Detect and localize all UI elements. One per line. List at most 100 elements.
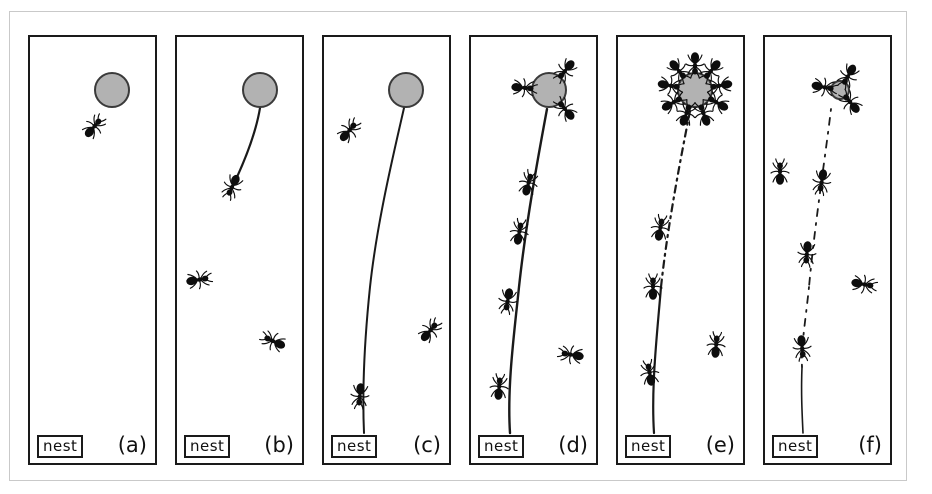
ant (685, 52, 705, 79)
ant (552, 95, 578, 122)
ant (81, 113, 107, 140)
nest-box: nest (331, 434, 378, 458)
pheromone-trail (362, 107, 405, 434)
ant (556, 345, 584, 365)
nest-text: nest (43, 436, 78, 455)
ant-legs-icon (797, 242, 817, 268)
panel-scene (640, 52, 733, 435)
ant (350, 383, 370, 410)
ant-legs-icon (350, 384, 370, 410)
ant (489, 373, 509, 400)
ant (336, 117, 362, 144)
figure-frame: nest (a) nest (b) nest (c) nest (d) nest… (9, 11, 907, 481)
ant (702, 91, 730, 115)
food-source (242, 72, 278, 108)
ant-legs-icon (838, 89, 863, 115)
ant (660, 91, 688, 115)
panel-letter: (a) (117, 433, 147, 457)
ant (509, 217, 529, 245)
ant-legs-icon (675, 99, 697, 126)
panel-c: nest (c) (322, 35, 451, 465)
food-source (94, 72, 130, 108)
ant (650, 213, 670, 241)
panel-letter: (e) (705, 433, 735, 457)
ant-legs-icon (685, 54, 705, 79)
ant-legs-icon (509, 217, 529, 244)
ant-legs-icon (259, 330, 286, 353)
ant-legs-icon (812, 77, 839, 97)
ant (797, 241, 817, 268)
ant-legs-icon (698, 58, 724, 85)
panel-letter: (c) (413, 433, 441, 457)
ant (811, 77, 839, 97)
ant-legs-icon (650, 213, 670, 240)
panel-scene (336, 72, 443, 434)
ant (838, 89, 863, 115)
ant (518, 168, 539, 196)
pheromone-trail (808, 108, 832, 288)
ant (259, 330, 286, 353)
ant (417, 317, 443, 344)
ant (770, 158, 790, 185)
ant-legs-icon (705, 76, 732, 95)
nest-box: nest (625, 434, 672, 458)
ant-legs-icon (693, 99, 715, 126)
pheromone-trail (800, 366, 804, 434)
ant-legs-icon (660, 91, 688, 115)
pheromone-trail (652, 285, 663, 435)
ant-legs-icon (489, 373, 509, 399)
ant-legs-icon (512, 78, 538, 98)
ant-legs-icon (643, 273, 663, 298)
ant-legs-icon (770, 158, 790, 183)
panel-letter: (d) (558, 433, 588, 457)
panel-letter: (b) (264, 433, 294, 457)
pheromone-trail (508, 107, 549, 435)
ant (792, 335, 812, 362)
pheromone-trail (800, 286, 810, 368)
ant-legs-icon (552, 58, 578, 85)
ant (706, 331, 726, 358)
nest-box: nest (37, 434, 84, 458)
ant-legs-icon (187, 270, 214, 290)
ant (666, 58, 692, 85)
nest-text: nest (631, 436, 666, 455)
nest-text: nest (778, 436, 813, 455)
ant-legs-icon (81, 113, 107, 140)
nest-text: nest (190, 436, 225, 455)
ant (836, 63, 860, 91)
ant (186, 270, 214, 290)
panel-letter: (f) (858, 433, 882, 457)
ant-legs-icon (836, 63, 860, 91)
panel-d: nest (d) (469, 35, 598, 465)
ant (640, 358, 660, 386)
ant-legs-icon (666, 58, 692, 85)
panel-b: nest (b) (175, 35, 304, 465)
ant (698, 58, 724, 85)
panel-row: nest (a) nest (b) nest (c) nest (d) nest… (28, 35, 892, 465)
panel-scene (770, 63, 879, 434)
food-source (388, 72, 424, 108)
ant-legs-icon (640, 358, 660, 385)
nest-text: nest (484, 436, 519, 455)
ant-legs-icon (658, 76, 685, 95)
ant (657, 76, 685, 95)
ant (552, 58, 578, 85)
ant-legs-icon (221, 174, 244, 201)
ant-legs-icon (336, 117, 362, 144)
ant-legs-icon (552, 95, 578, 122)
pheromone-trail (235, 106, 262, 179)
nest-text: nest (337, 436, 372, 455)
nest-box: nest (184, 434, 231, 458)
panel-e: nest (e) (616, 35, 745, 465)
ant (643, 273, 663, 300)
panel-f: nest (f) (763, 35, 892, 465)
ant-legs-icon (417, 317, 443, 344)
panel-scene (81, 72, 130, 140)
ant-legs-icon (498, 289, 518, 316)
ant-legs-icon (706, 331, 726, 357)
ant-legs-icon (792, 336, 812, 362)
ant-legs-icon (556, 345, 583, 365)
ant (812, 169, 832, 197)
ant-legs-icon (812, 170, 832, 197)
